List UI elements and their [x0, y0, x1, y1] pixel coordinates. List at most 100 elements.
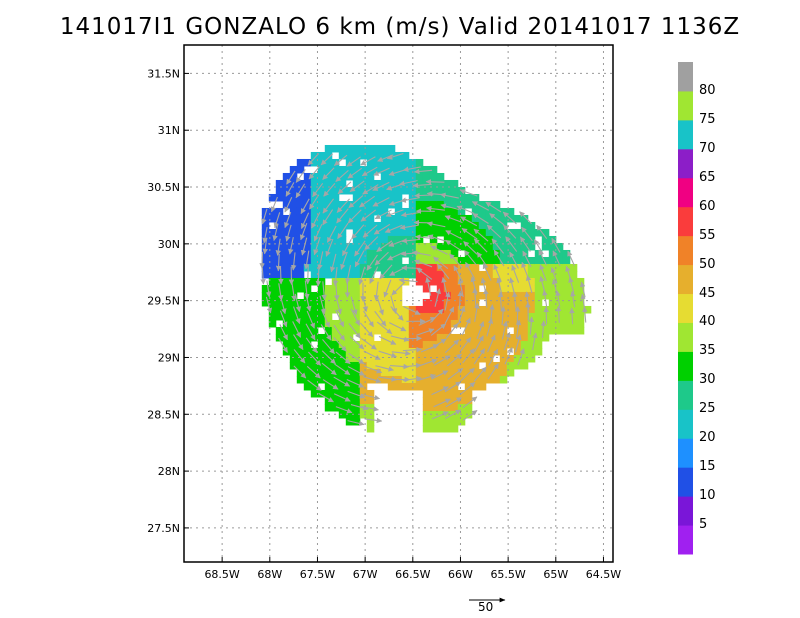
wind-speed-cell [429, 417, 438, 426]
wind-speed-cell [457, 298, 466, 307]
wind-vector [361, 393, 381, 401]
wind-speed-cell [513, 347, 522, 356]
wind-speed-cell [282, 200, 291, 209]
wind-speed-cell [450, 291, 459, 300]
wind-vector [402, 346, 423, 353]
wind-vector [391, 281, 406, 296]
wind-vector [514, 334, 522, 353]
wind-speed-cell [415, 263, 424, 272]
wind-speed-cell [380, 368, 389, 377]
wind-speed-cell [373, 207, 382, 216]
wind-vector [379, 264, 393, 280]
wind-speed-cell [296, 284, 305, 293]
wind-speed-cell [513, 256, 522, 265]
wind-speed-cell [499, 298, 508, 307]
wind-speed-cell [296, 347, 305, 356]
wind-speed-cell [324, 326, 333, 335]
wind-speed-cell [352, 256, 361, 265]
wind-speed-cell [527, 347, 536, 356]
wind-speed-cell [310, 305, 319, 314]
wind-speed-cell [359, 333, 368, 342]
wind-speed-cell [296, 263, 305, 272]
wind-vector [304, 280, 310, 300]
wind-vector [285, 182, 295, 197]
wind-vector [342, 239, 352, 257]
wind-speed-cell [450, 403, 459, 412]
wind-speed-cell [562, 291, 571, 300]
wind-speed-cell [457, 200, 466, 209]
wind-speed-cell [436, 424, 445, 433]
wind-speed-cell [296, 235, 305, 244]
wind-speed-cell [527, 333, 536, 342]
wind-speed-cell [499, 270, 508, 279]
wind-speed-cell [464, 284, 473, 293]
wind-speed-cell [464, 312, 473, 321]
wind-speed-cell [457, 319, 466, 328]
wind-speed-cell [282, 256, 291, 265]
wind-speed-cell [296, 298, 305, 307]
wind-speed-cell [324, 298, 333, 307]
lat-lon-grid [184, 45, 613, 562]
wind-speed-cell [429, 291, 438, 300]
wind-speed-cell [296, 214, 305, 223]
wind-speed-cell [401, 312, 410, 321]
wind-speed-cell [464, 361, 473, 370]
wind-vector [288, 237, 294, 255]
wind-speed-cell [443, 277, 452, 286]
wind-speed-cell [422, 305, 431, 314]
wind-speed-cell [513, 354, 522, 363]
wind-speed-cell [359, 228, 368, 237]
wind-vector [461, 317, 471, 336]
wind-speed-cell [338, 375, 347, 384]
wind-vector [500, 306, 506, 326]
wind-vector [317, 251, 324, 271]
wind-speed-cell [275, 179, 284, 188]
wind-speed-cell [352, 410, 361, 419]
longitude-labels: 68.5W 68W 67.5W 67W 66.5W 66W 65.5W 65W 64.5W [204, 568, 621, 581]
wind-vector [335, 351, 351, 365]
wind-speed-cell [499, 354, 508, 363]
wind-speed-cell [478, 221, 487, 230]
wind-speed-cell [457, 291, 466, 300]
wind-speed-cell [296, 375, 305, 384]
wind-speed-cell [492, 326, 501, 335]
wind-speed-cell [429, 424, 438, 433]
wind-speed-cell [436, 179, 445, 188]
wind-speed-cell [548, 326, 557, 335]
wind-vector [440, 203, 460, 211]
wind-speed-cell [450, 214, 459, 223]
wind-vector [306, 365, 321, 379]
wind-vector [261, 208, 268, 225]
wind-vector [284, 197, 293, 213]
wind-speed-cell [457, 270, 466, 279]
wind-speed-cell [282, 340, 291, 349]
wind-speed-cell [317, 375, 326, 384]
wind-vector [473, 348, 486, 365]
wind-speed-cell [422, 354, 431, 363]
wind-speed-cell [576, 326, 585, 335]
wind-vector [417, 373, 437, 382]
wind-speed-cell [331, 270, 340, 279]
wind-speed-cell [499, 284, 508, 293]
wind-speed-cell [345, 410, 354, 419]
wind-speed-cell [338, 354, 347, 363]
wind-speed-cell [450, 256, 459, 265]
wind-speed-cell [492, 200, 501, 209]
wind-vector [293, 306, 301, 325]
wind-vector [552, 250, 561, 267]
wind-speed-cell [394, 368, 403, 377]
wind-vector [322, 339, 335, 355]
wind-speed-cell [429, 214, 438, 223]
wind-speed-cell [485, 375, 494, 384]
wind-speed-cell [324, 158, 333, 167]
wind-speed-cell [513, 361, 522, 370]
wind-speed-cell [289, 361, 298, 370]
wind-vector [460, 381, 476, 395]
wind-speed-cell [338, 228, 347, 237]
wind-speed-cell [471, 193, 480, 202]
wind-speed-cell [275, 312, 284, 321]
wind-speed-cell [471, 207, 480, 216]
wind-speed-cell [464, 305, 473, 314]
wind-speed-cell [282, 305, 291, 314]
wind-vector [501, 320, 508, 340]
